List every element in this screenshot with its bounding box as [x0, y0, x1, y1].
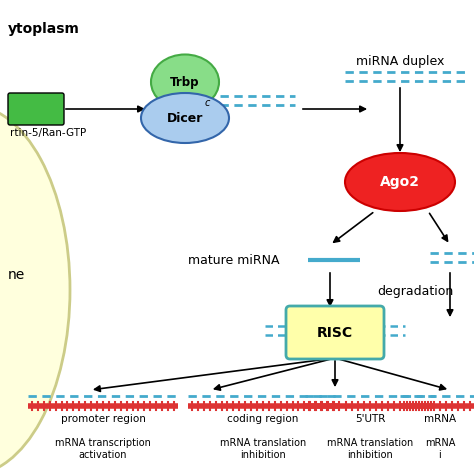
Text: ytoplasm: ytoplasm [8, 22, 80, 36]
FancyBboxPatch shape [286, 306, 384, 359]
FancyBboxPatch shape [8, 93, 64, 125]
Text: mRNA: mRNA [424, 414, 456, 424]
Text: degradation: degradation [378, 285, 454, 298]
Ellipse shape [345, 153, 455, 211]
Text: miRNA duplex: miRNA duplex [356, 55, 444, 68]
Ellipse shape [0, 105, 70, 474]
Text: mRNA
i: mRNA i [425, 438, 455, 460]
Text: c: c [204, 98, 210, 108]
Text: coding region: coding region [228, 414, 299, 424]
Text: mRNA translation
inhibition: mRNA translation inhibition [220, 438, 306, 460]
Text: mRNA translation
inhibition: mRNA translation inhibition [327, 438, 413, 460]
Text: rtin-5/Ran-GTP: rtin-5/Ran-GTP [10, 128, 86, 138]
Text: ne: ne [8, 268, 25, 282]
Text: promoter region: promoter region [61, 414, 146, 424]
Text: Ago2: Ago2 [380, 175, 420, 189]
Text: Trbp: Trbp [170, 75, 200, 89]
Text: 5'UTR: 5'UTR [355, 414, 385, 424]
Text: Dicer: Dicer [167, 111, 203, 125]
Text: mRNA transcription
activation: mRNA transcription activation [55, 438, 151, 460]
Text: mature miRNA: mature miRNA [188, 254, 280, 266]
Text: RISC: RISC [317, 326, 353, 340]
Ellipse shape [141, 93, 229, 143]
Ellipse shape [151, 55, 219, 109]
